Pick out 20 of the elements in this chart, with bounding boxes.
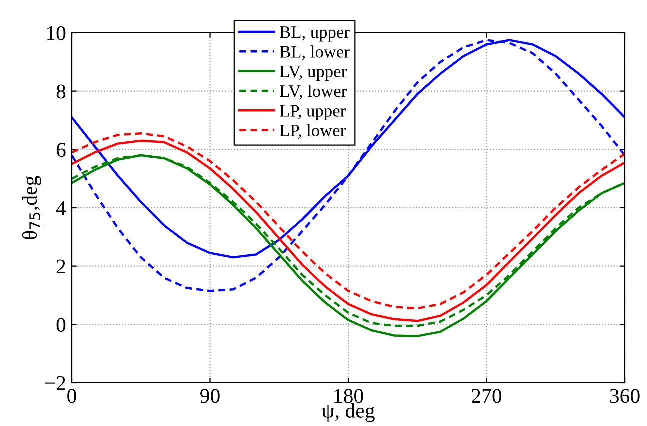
y-tick-label: 8 (56, 84, 66, 99)
x-tick-label: 90 (200, 389, 220, 404)
y-tick-label: 10 (47, 26, 66, 40)
y-tick-label: 0 (56, 318, 66, 332)
x-tick-label: 180 (334, 389, 364, 404)
legend-label: BL, lower (280, 46, 350, 60)
x-tick-label: 360 (610, 389, 640, 404)
x-tick-label: 270 (472, 389, 502, 404)
legend-label: LV, upper (280, 66, 347, 82)
y-tick-label: 6 (56, 143, 66, 158)
legend-label: LP, upper (280, 105, 346, 120)
legend-label: LP, lower (280, 124, 346, 140)
y-tick-label: 2 (56, 260, 66, 274)
y-tick-label: −2 (45, 376, 66, 390)
x-axis-title: ψ, deg (322, 403, 375, 422)
y-axis-title: θ$_{75}$,deg (22, 176, 42, 240)
legend-label: BL, upper (280, 26, 350, 42)
x-tick-label: 0 (68, 389, 76, 404)
y-tick-label: 4 (56, 202, 66, 216)
legend-label: LV, lower (280, 85, 347, 100)
